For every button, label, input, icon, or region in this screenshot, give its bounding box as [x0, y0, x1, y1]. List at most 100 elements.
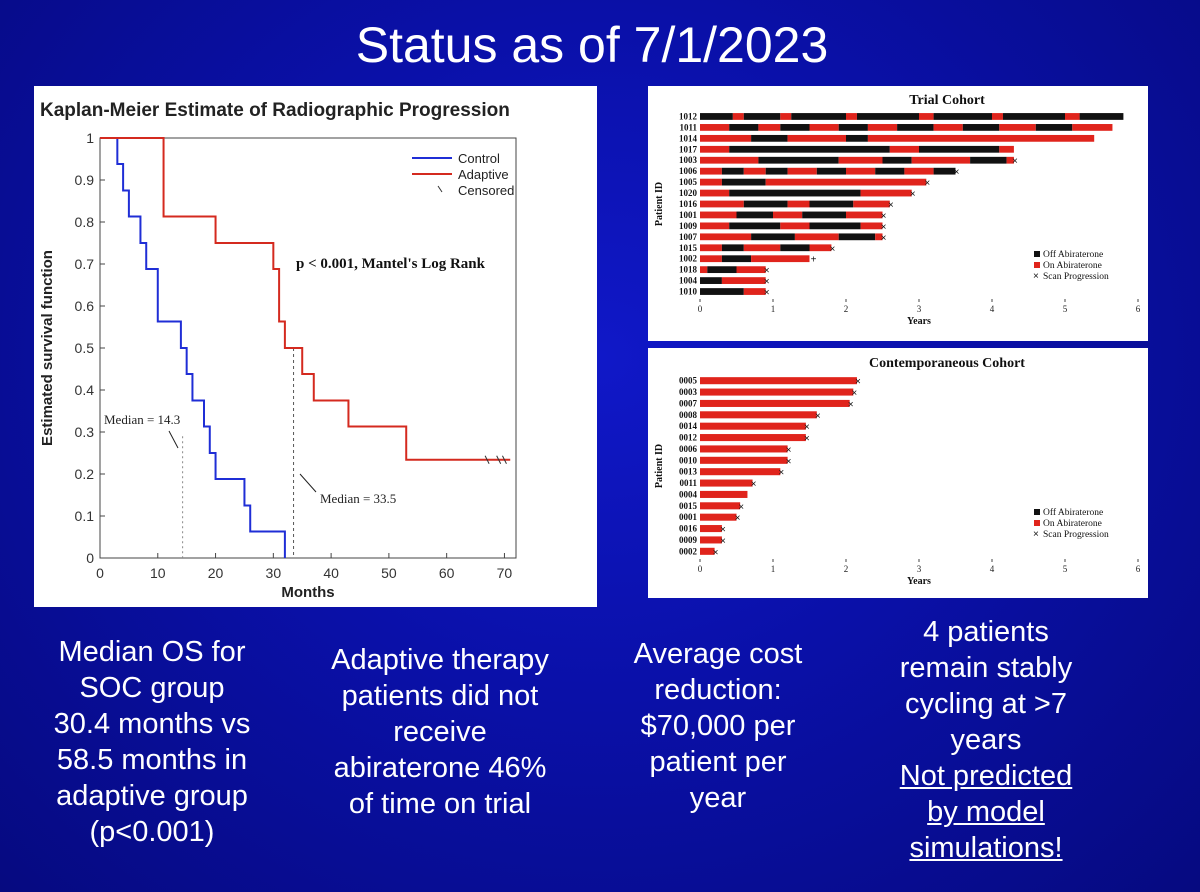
x-tick-label: 4	[990, 304, 995, 314]
progression-marker: ×	[786, 456, 792, 467]
x-tick-label: 2	[844, 564, 849, 574]
patient-id-label: 1005	[679, 177, 698, 187]
note-line: 58.5 months in	[56, 744, 248, 776]
median-control-annotation: Median = 14.3	[104, 412, 180, 427]
swimmer-bar-segment	[700, 479, 753, 487]
swimmer-bar-segment	[809, 222, 861, 230]
progression-marker: ×	[764, 277, 770, 288]
swimmer-bar-segment	[700, 255, 722, 263]
swimmer-bar-segment	[751, 134, 788, 142]
swimmer-bar-segment	[802, 211, 846, 219]
x-tick-label: 5	[1063, 304, 1068, 314]
progression-marker: ×	[924, 178, 930, 189]
note-line-underlined: simulations!	[909, 832, 1063, 864]
y-tick-label: 0.4	[75, 382, 95, 398]
swimmer-bar-segment	[751, 233, 795, 241]
note-line-underlined: by model	[927, 796, 1045, 828]
patient-id-label: 0016	[679, 524, 698, 534]
patient-id-label: 1014	[679, 133, 698, 143]
x-tick-label: 70	[497, 565, 513, 581]
patient-id-label: 1010	[679, 287, 698, 297]
legend-on-swatch	[1034, 262, 1040, 268]
swimmer-bar-segment	[743, 244, 781, 252]
swimmer-bar-segment	[809, 200, 854, 208]
y-tick-label: 0.8	[75, 214, 95, 230]
swimmer-bar-segment	[700, 189, 730, 197]
y-tick-label: 0.5	[75, 340, 95, 356]
plot-frame	[99, 137, 517, 559]
patient-id-label: 0003	[679, 387, 698, 397]
swimmer-bar-segment	[729, 189, 861, 197]
patient-id-label: 1009	[679, 221, 698, 231]
legend-control-label: Control	[458, 151, 500, 166]
progression-marker: ×	[881, 233, 887, 244]
legend-off-swatch	[1034, 251, 1040, 257]
patient-id-label: 0008	[679, 410, 698, 420]
swimmer-bar-segment	[721, 244, 744, 252]
note-line: SOC group	[79, 672, 225, 704]
swimmer-bar-segment	[838, 124, 868, 131]
x-tick-label: 60	[439, 565, 455, 581]
swimmer-bar-segment	[736, 211, 773, 219]
y-tick-label: 0.6	[75, 298, 95, 314]
patient-id-label: 1006	[679, 166, 698, 176]
kaplan-meier-chart-panel: Kaplan-Meier Estimate of Radiographic Pr…	[34, 86, 597, 607]
km-series-control	[100, 137, 286, 558]
note-line: patients did not	[341, 680, 539, 712]
patient-id-label: 1012	[679, 111, 698, 121]
censored-marker: +	[811, 255, 817, 266]
x-tick-label: 20	[208, 565, 224, 581]
progression-marker: ×	[881, 211, 887, 222]
legend-off-label: Off Abiraterone	[1043, 249, 1103, 260]
swimmer-bar-segment	[700, 377, 857, 385]
swimmer-bar-segment	[736, 266, 766, 274]
note-line: (p<0.001)	[89, 816, 215, 848]
legend-progression-swatch: ×	[1033, 529, 1039, 540]
patient-id-label: 0006	[679, 444, 698, 454]
progression-marker: ×	[804, 422, 810, 433]
x-tick-label: 10	[150, 565, 166, 581]
swimmer-bar-segment	[787, 134, 846, 142]
x-axis-label: Years	[907, 576, 931, 587]
x-tick-label: 2	[844, 304, 849, 314]
patient-id-label: 0002	[679, 546, 698, 556]
x-tick-label: 0	[698, 304, 703, 314]
swimmer-bar-segment	[700, 411, 817, 419]
censored-mark	[484, 455, 490, 464]
swimmer-bar-segment	[773, 211, 803, 219]
progression-marker: ×	[738, 502, 744, 513]
swimmer-bar-segment	[729, 124, 759, 131]
progression-marker: ×	[804, 434, 810, 445]
swimmer-bar-segment	[751, 255, 810, 263]
swimmer-bar-segment	[1072, 124, 1113, 131]
swimmer-bar-segment	[700, 156, 759, 164]
swimmer-bar-segment	[758, 156, 839, 164]
swimmer-bar-segment	[700, 167, 722, 175]
swimmer-bar-segment	[867, 134, 1095, 142]
swimmer-bar-segment	[867, 124, 898, 131]
progression-marker: ×	[848, 399, 854, 410]
note-line: year	[689, 782, 747, 814]
chart-title: Kaplan-Meier Estimate of Radiographic Pr…	[40, 100, 510, 121]
legend-off-swatch	[1034, 509, 1040, 515]
swimmer-bar-segment	[780, 244, 810, 252]
progression-marker: ×	[954, 167, 960, 178]
progression-marker: ×	[778, 468, 784, 479]
chart-title: Trial Cohort	[909, 93, 985, 108]
patient-id-label: 1018	[679, 265, 698, 275]
swimmer-bar-segment	[700, 145, 730, 153]
patient-id-label: 1001	[679, 210, 698, 220]
note-line: Adaptive therapy	[331, 644, 549, 676]
note-line: $70,000 per	[640, 710, 796, 742]
note-line: adaptive group	[56, 780, 248, 812]
x-tick-label: 30	[266, 565, 282, 581]
swimmer-bar-segment	[700, 113, 733, 120]
note-line: receive	[393, 716, 487, 748]
x-tick-label: 1	[771, 564, 776, 574]
progression-marker: ×	[713, 547, 719, 558]
swimmer-bar-segment	[816, 167, 846, 175]
kaplan-meier-chart: Kaplan-Meier Estimate of Radiographic Pr…	[39, 100, 517, 601]
swimmer-bar-segment	[992, 113, 1003, 120]
x-tick-label: 0	[96, 565, 104, 581]
